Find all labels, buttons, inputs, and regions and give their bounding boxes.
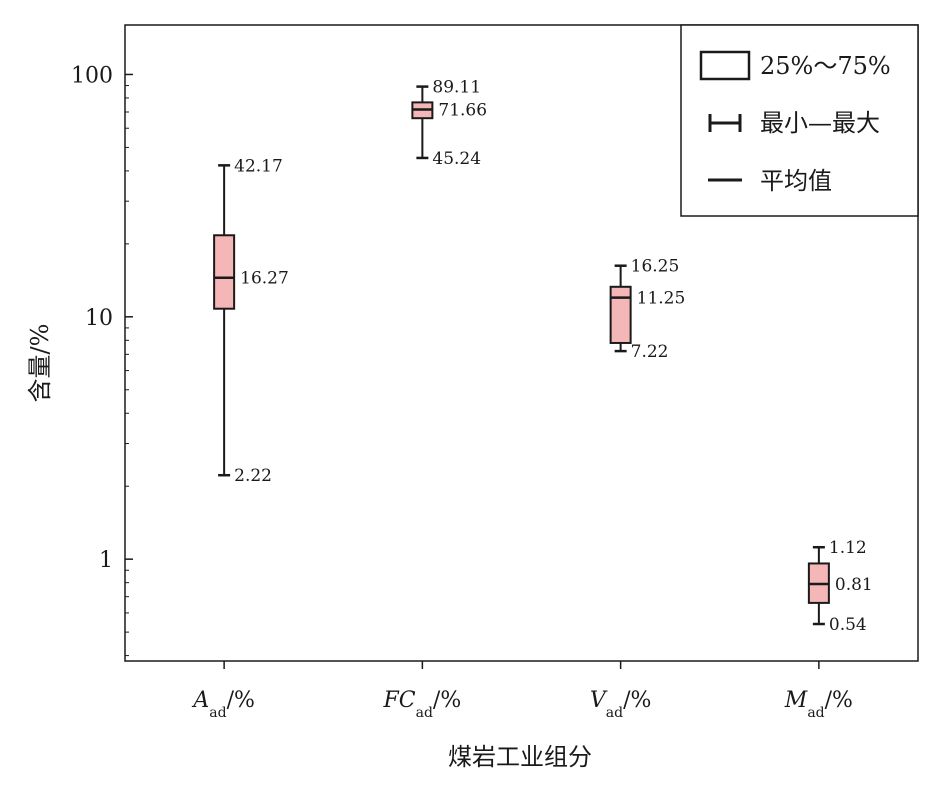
legend-label-mean: 平均值 — [760, 167, 832, 195]
plot-area — [124, 24, 919, 662]
plot-frame — [124, 24, 919, 662]
max-value-label: 1.12 — [829, 538, 867, 558]
legend-label-box: 25%～75% — [760, 52, 891, 80]
box-group: 1.12 0.81 0.54 — [807, 538, 873, 635]
y-axis-ticks: 1 10 100 — [71, 63, 133, 657]
max-value-label: 89.11 — [432, 78, 481, 98]
box-iqr — [609, 285, 632, 344]
max-value-label: 16.25 — [631, 257, 680, 277]
legend: 25%～75% 最小—最大 平均值 — [680, 24, 919, 217]
x-axis-title: 煤岩工业组分 — [448, 743, 592, 771]
min-value-label: 0.54 — [829, 615, 867, 635]
boxes: 42.17 16.27 2.22 89.11 71.66 45.24 16.25 11.25 7… — [213, 78, 873, 635]
legend-whisker-symbol — [708, 114, 742, 132]
x-tick-label: Mad/% — [784, 688, 853, 721]
y-tick-label: 1 — [99, 548, 113, 573]
mean-value-label: 0.81 — [835, 575, 873, 595]
box-group: 16.25 11.25 7.22 — [609, 257, 686, 362]
y-tick-label: 100 — [71, 63, 113, 88]
mean-value-label: 71.66 — [438, 101, 487, 121]
box-group: 42.17 16.27 2.22 — [213, 156, 289, 486]
x-tick-label: Vad/% — [590, 688, 652, 721]
legend-box-symbol — [699, 50, 751, 81]
min-value-label: 7.22 — [631, 342, 669, 362]
min-value-label: 45.24 — [432, 149, 481, 169]
mean-value-label: 16.27 — [240, 269, 289, 289]
box-group: 89.11 71.66 45.24 — [411, 78, 487, 169]
y-tick-label: 10 — [85, 306, 113, 331]
box-iqr — [213, 234, 236, 310]
x-tick-label: Aad/% — [191, 688, 255, 721]
x-axis-ticks: Aad/% FCad/% Vad/% Mad/% — [191, 661, 853, 721]
x-tick-label: FCad/% — [383, 688, 462, 721]
max-value-label: 42.17 — [234, 156, 283, 176]
mean-value-label: 11.25 — [637, 289, 686, 309]
min-value-label: 2.22 — [234, 466, 272, 486]
y-axis-title: 含量/% — [26, 324, 54, 403]
legend-label-whisker: 最小—最大 — [760, 109, 880, 137]
